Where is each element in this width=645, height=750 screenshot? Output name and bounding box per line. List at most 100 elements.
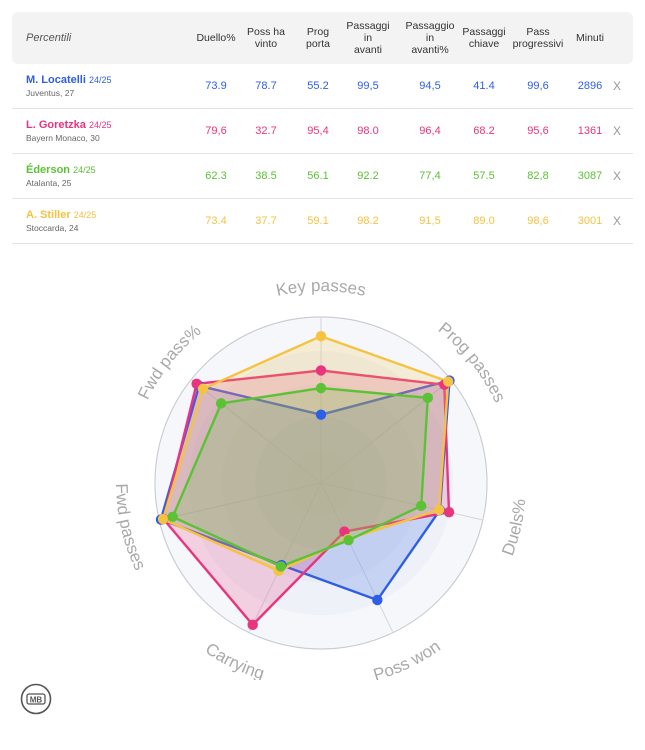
radar-spoke	[320, 482, 394, 632]
column-header-line: Passaggi	[462, 26, 506, 38]
logo-text: MB	[30, 695, 43, 704]
column-header-line: Passaggio	[405, 20, 455, 32]
data-point	[315, 330, 327, 342]
remove-player-button[interactable]: X	[613, 214, 622, 228]
data-point	[167, 511, 178, 523]
radar-spoke	[160, 482, 322, 521]
table-cell: 79,6	[205, 125, 227, 137]
table-cell: 41.4	[473, 80, 495, 92]
player-name[interactable]: Éderson 24/25	[26, 164, 96, 176]
table-cell: 38.5	[255, 170, 277, 182]
table-cell: 99,6	[527, 80, 549, 92]
data-point	[315, 382, 327, 394]
percentile-table: Percentili Duello% Poss ha vinto Prog porta P…	[12, 12, 633, 244]
table-title: Percentili	[26, 32, 72, 44]
column-header-line: in	[425, 32, 435, 44]
table-cell: 91,5	[419, 215, 441, 227]
column-header: Passaggio in avanti%	[404, 12, 456, 64]
player-season: 24/25	[88, 120, 112, 130]
table-cell: 98.2	[357, 215, 379, 227]
player-name-text: Éderson	[26, 164, 71, 176]
player-name-text: M. Locatelli	[26, 74, 86, 86]
axis-label-text: Carrying	[202, 639, 267, 680]
radar-outer-ring	[154, 316, 488, 650]
table-cell: 73.4	[205, 215, 227, 227]
table-row[interactable]: A. Stiller 24/25 Stoccarda, 24 73.4 37.7 59.…	[12, 199, 633, 244]
data-point	[372, 594, 383, 606]
table-cell: 62.3	[205, 170, 227, 182]
axis-label-text: Fwd passes	[112, 483, 150, 573]
table-cell: 95,6	[527, 125, 549, 137]
table-row[interactable]: M. Locatelli 24/25 Juventus, 27 73.9 78.7 55…	[12, 64, 633, 109]
column-header: Pass progressivi	[512, 12, 564, 64]
brand-logo-icon: MB	[20, 683, 52, 715]
column-header-line: Passaggi	[346, 20, 390, 32]
column-header-line: progressivi	[512, 38, 564, 50]
series-area	[171, 386, 429, 568]
remove-player-button[interactable]: X	[613, 124, 622, 138]
table-cell: 95,4	[307, 125, 329, 137]
column-header-line: vinto	[254, 38, 278, 50]
table-cell: 98,6	[527, 215, 549, 227]
player-season: 24/25	[73, 210, 97, 220]
player-team: Atalanta, 25	[26, 178, 72, 188]
table-cell: 82,8	[527, 170, 549, 182]
series-area	[162, 369, 451, 626]
table-cell: 89.0	[473, 215, 495, 227]
column-header: Minuti	[564, 12, 616, 64]
player-name[interactable]: M. Locatelli 24/25	[26, 74, 112, 86]
axis-label: Poss won	[371, 637, 444, 680]
axis-label: Carrying	[202, 639, 267, 680]
table-cell: 1361	[577, 125, 603, 137]
radar-spoke	[320, 482, 482, 521]
axis-label-text: Duels%	[498, 498, 529, 558]
data-point	[315, 409, 327, 420]
remove-player-button[interactable]: X	[613, 169, 622, 183]
table-cell: 98.0	[357, 125, 379, 137]
remove-player-button[interactable]: X	[613, 79, 622, 93]
axis-label-text: Key passes	[274, 276, 367, 300]
table-cell: 94,5	[419, 80, 441, 92]
column-header-line: Pass	[526, 26, 550, 38]
player-name[interactable]: L. Goretzka 24/25	[26, 119, 112, 131]
table-cell: 56.1	[307, 170, 329, 182]
column-header-line: avanti%	[411, 44, 449, 56]
player-name-text: A. Stiller	[26, 209, 71, 221]
table-cell: 77,4	[419, 170, 441, 182]
radar-spoke	[248, 482, 322, 632]
table-row[interactable]: L. Goretzka 24/25 Bayern Monaco, 30 79,6 32…	[12, 109, 633, 154]
data-point	[247, 619, 258, 631]
axis-label: Fwd passes	[112, 483, 150, 573]
table-cell: 73.9	[205, 80, 227, 92]
player-season: 24/25	[73, 165, 96, 175]
axis-label: Key passes	[274, 276, 367, 300]
data-point	[197, 383, 209, 395]
table-cell: 57.5	[473, 170, 495, 182]
player-name[interactable]: A. Stiller 24/25	[26, 209, 96, 221]
radar-spoke	[191, 379, 322, 484]
table-header: Percentili Duello% Poss ha vinto Prog porta P…	[12, 12, 633, 64]
column-header-line: Minuti	[575, 32, 604, 44]
column-header-line: avanti	[353, 44, 382, 56]
table-body: M. Locatelli 24/25 Juventus, 27 73.9 78.7 55…	[12, 64, 633, 244]
table-cell: 78.7	[255, 80, 277, 92]
table-cell: 2896	[577, 80, 603, 92]
table-cell: 32.7	[255, 125, 277, 137]
player-team: Bayern Monaco, 30	[26, 133, 100, 143]
axis-label-text: Poss won	[371, 637, 444, 680]
table-cell: 59.1	[307, 215, 329, 227]
column-header-line: Duello%	[196, 32, 236, 44]
column-header-line: Poss ha	[247, 26, 285, 38]
data-point	[422, 392, 434, 404]
data-point	[315, 365, 327, 376]
data-point	[416, 500, 427, 512]
column-header-line: porta	[306, 38, 330, 50]
data-point	[443, 507, 455, 518]
column-header: Prog porta	[292, 12, 344, 64]
axis-label: Duels%	[498, 498, 529, 558]
table-cell: 99,5	[357, 80, 379, 92]
data-point	[433, 504, 445, 516]
column-header: Duello%	[190, 12, 242, 64]
table-row[interactable]: Éderson 24/25 Atalanta, 25 62.3 38.5 56.1 92.…	[12, 154, 633, 199]
